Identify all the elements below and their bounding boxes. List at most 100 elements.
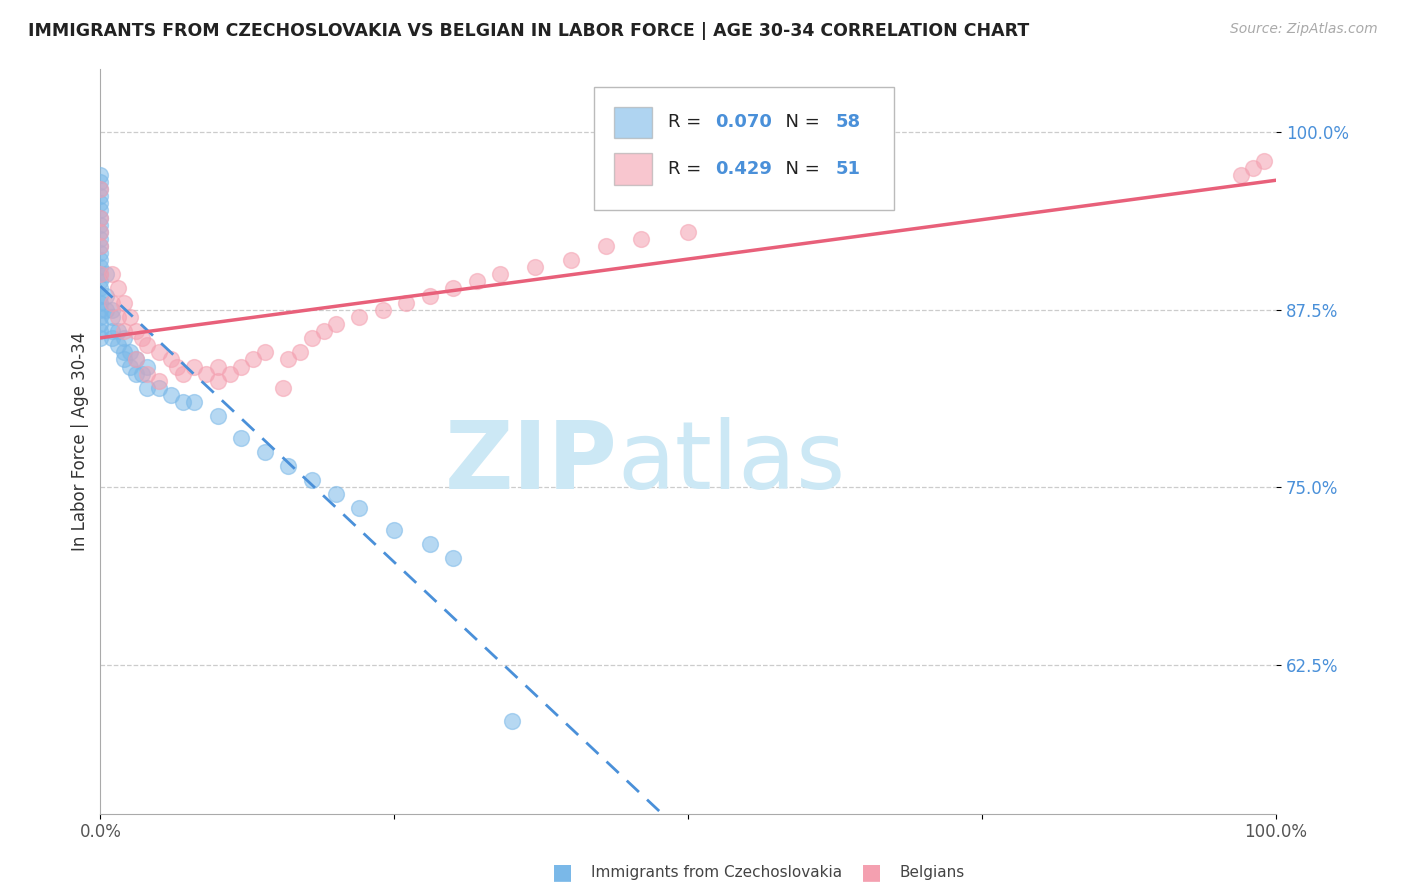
Point: [118, 359, 141, 374]
Point: [136, 338, 159, 352]
Point: [1253, 153, 1275, 168]
Point: [172, 367, 194, 381]
Point: [1241, 161, 1264, 175]
Text: N =: N =: [775, 113, 825, 131]
Point: [630, 232, 652, 246]
Point: [101, 302, 124, 317]
Point: [160, 388, 183, 402]
Point: [382, 523, 405, 537]
Text: 58: 58: [835, 113, 860, 131]
Point: [124, 367, 146, 381]
Point: [253, 345, 276, 359]
Point: [89, 295, 111, 310]
Point: [183, 359, 205, 374]
Text: atlas: atlas: [617, 417, 846, 509]
Point: [131, 331, 153, 345]
Point: [118, 310, 141, 324]
Point: [166, 359, 188, 374]
Text: 0.070: 0.070: [716, 113, 772, 131]
Point: [501, 714, 523, 729]
Point: [560, 253, 582, 268]
Point: [107, 338, 129, 352]
Point: [347, 310, 370, 324]
Point: [112, 352, 135, 367]
Point: [195, 367, 218, 381]
Point: [136, 367, 159, 381]
FancyBboxPatch shape: [614, 153, 652, 185]
FancyBboxPatch shape: [595, 87, 894, 211]
Point: [347, 501, 370, 516]
Text: Belgians: Belgians: [900, 865, 965, 880]
Point: [112, 295, 135, 310]
Point: [489, 268, 512, 282]
Point: [148, 374, 170, 388]
Point: [242, 352, 264, 367]
Point: [136, 359, 159, 374]
Point: [118, 345, 141, 359]
Point: [89, 288, 111, 302]
Point: [89, 168, 111, 182]
Text: 51: 51: [835, 160, 860, 178]
Point: [101, 324, 124, 338]
Point: [277, 352, 299, 367]
Point: [89, 274, 111, 288]
Point: [1230, 168, 1253, 182]
Point: [89, 281, 111, 295]
Point: [96, 268, 118, 282]
Point: [89, 203, 111, 218]
Point: [231, 430, 253, 444]
Point: [271, 381, 294, 395]
Point: [301, 473, 323, 487]
Point: [395, 295, 418, 310]
Point: [148, 345, 170, 359]
Point: [148, 381, 170, 395]
Point: [112, 324, 135, 338]
Text: ZIP: ZIP: [444, 417, 617, 509]
Point: [419, 288, 441, 302]
Point: [290, 345, 312, 359]
Point: [89, 324, 111, 338]
Point: [96, 288, 118, 302]
Point: [218, 367, 240, 381]
Point: [89, 225, 111, 239]
Point: [89, 268, 111, 282]
Point: [124, 324, 146, 338]
Point: [277, 458, 299, 473]
Point: [89, 317, 111, 331]
Text: Immigrants from Czechoslovakia: Immigrants from Czechoslovakia: [591, 865, 842, 880]
Point: [101, 310, 124, 324]
Point: [101, 295, 124, 310]
Point: [89, 196, 111, 211]
Point: [89, 331, 111, 345]
Point: [89, 232, 111, 246]
Point: [89, 239, 111, 253]
Point: [89, 182, 111, 196]
Point: [89, 253, 111, 268]
Point: [124, 352, 146, 367]
Point: [301, 331, 323, 345]
Point: [231, 359, 253, 374]
Point: [107, 310, 129, 324]
Text: IMMIGRANTS FROM CZECHOSLOVAKIA VS BELGIAN IN LABOR FORCE | AGE 30-34 CORRELATION: IMMIGRANTS FROM CZECHOSLOVAKIA VS BELGIA…: [28, 22, 1029, 40]
Point: [124, 352, 146, 367]
Point: [89, 189, 111, 203]
Point: [107, 324, 129, 338]
Point: [524, 260, 547, 275]
Text: R =: R =: [668, 160, 707, 178]
Point: [419, 537, 441, 551]
Point: [131, 367, 153, 381]
Point: [112, 331, 135, 345]
Point: [183, 395, 205, 409]
FancyBboxPatch shape: [614, 106, 652, 137]
Point: [160, 352, 183, 367]
Text: R =: R =: [668, 113, 707, 131]
Point: [441, 281, 464, 295]
Point: [89, 239, 111, 253]
Point: [112, 345, 135, 359]
Point: [676, 225, 699, 239]
Point: [89, 225, 111, 239]
Text: Source: ZipAtlas.com: Source: ZipAtlas.com: [1230, 22, 1378, 37]
Point: [371, 302, 394, 317]
Point: [172, 395, 194, 409]
Point: [89, 218, 111, 232]
